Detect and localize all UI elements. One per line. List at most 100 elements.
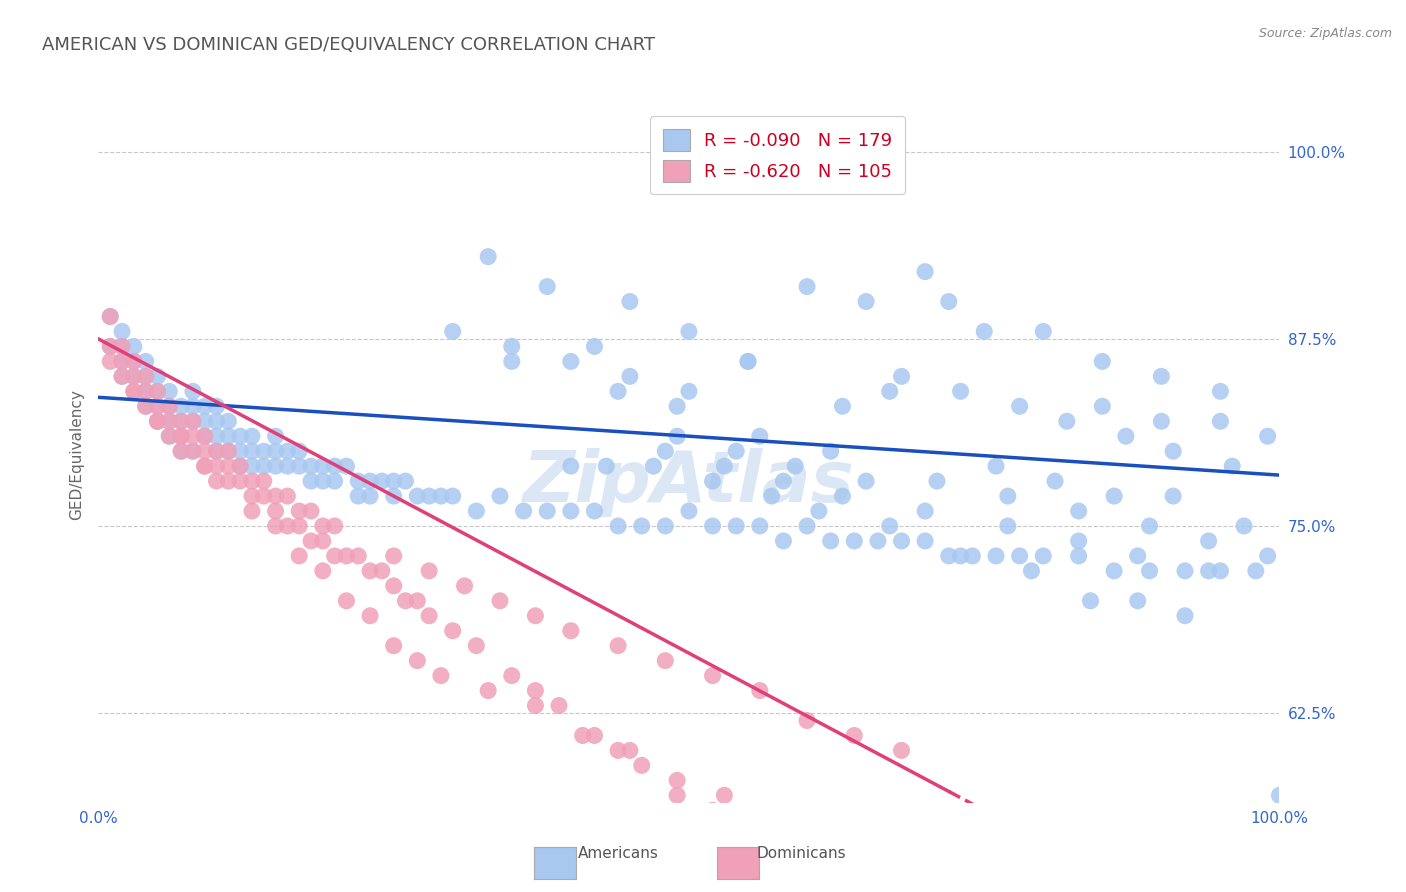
Point bbox=[702, 803, 724, 817]
Point bbox=[772, 533, 794, 548]
Point bbox=[855, 474, 877, 488]
Point bbox=[111, 354, 134, 368]
Point bbox=[194, 459, 217, 474]
Point bbox=[181, 399, 204, 413]
Point bbox=[205, 399, 228, 413]
Point bbox=[122, 354, 145, 368]
Point bbox=[312, 564, 335, 578]
Point bbox=[820, 444, 842, 458]
Point bbox=[394, 474, 416, 488]
Point bbox=[536, 504, 558, 518]
Point bbox=[146, 414, 169, 428]
Point bbox=[938, 294, 960, 309]
Point bbox=[607, 743, 630, 757]
Point bbox=[111, 369, 134, 384]
Point bbox=[205, 474, 228, 488]
Point bbox=[111, 339, 134, 353]
Point bbox=[678, 504, 700, 518]
Point bbox=[217, 414, 239, 428]
Point bbox=[619, 294, 641, 309]
Text: Dominicans: Dominicans bbox=[756, 846, 846, 861]
Point bbox=[122, 354, 145, 368]
Point bbox=[607, 519, 630, 533]
Point bbox=[583, 729, 606, 743]
Point bbox=[229, 474, 252, 488]
Point bbox=[406, 654, 429, 668]
Point bbox=[1198, 533, 1220, 548]
Point bbox=[1056, 414, 1078, 428]
Point bbox=[135, 399, 157, 413]
Point bbox=[359, 489, 381, 503]
Point bbox=[772, 848, 794, 863]
Point bbox=[194, 399, 217, 413]
Point bbox=[98, 310, 121, 324]
Point bbox=[135, 399, 157, 413]
Point bbox=[879, 519, 901, 533]
Point bbox=[796, 279, 818, 293]
Point bbox=[630, 519, 652, 533]
Point bbox=[240, 429, 263, 443]
Text: Americans: Americans bbox=[578, 846, 659, 861]
Point bbox=[560, 354, 582, 368]
Point bbox=[713, 459, 735, 474]
Point bbox=[157, 429, 180, 443]
Point bbox=[111, 369, 134, 384]
Point bbox=[1174, 564, 1197, 578]
Point bbox=[595, 459, 617, 474]
Point bbox=[146, 399, 169, 413]
Point bbox=[560, 459, 582, 474]
Point bbox=[382, 489, 405, 503]
Point bbox=[831, 399, 853, 413]
Point bbox=[382, 549, 405, 563]
Point bbox=[1043, 474, 1066, 488]
Point bbox=[240, 474, 263, 488]
Point bbox=[1161, 489, 1184, 503]
Point bbox=[146, 414, 169, 428]
Point bbox=[984, 459, 1007, 474]
Point bbox=[807, 863, 830, 877]
Point bbox=[536, 279, 558, 293]
Point bbox=[879, 384, 901, 399]
Point bbox=[359, 474, 381, 488]
Point bbox=[312, 533, 335, 548]
Point bbox=[264, 489, 287, 503]
Point bbox=[335, 549, 357, 563]
Point bbox=[524, 698, 547, 713]
Point bbox=[135, 384, 157, 399]
Point bbox=[796, 714, 818, 728]
Point bbox=[359, 608, 381, 623]
Point bbox=[1209, 414, 1232, 428]
Point bbox=[1091, 399, 1114, 413]
Point bbox=[678, 384, 700, 399]
Point bbox=[312, 474, 335, 488]
Point bbox=[654, 654, 676, 668]
Point bbox=[253, 474, 276, 488]
Point bbox=[240, 504, 263, 518]
Point bbox=[1150, 369, 1173, 384]
Point bbox=[122, 369, 145, 384]
Point bbox=[654, 444, 676, 458]
Point bbox=[299, 533, 322, 548]
Point bbox=[890, 369, 912, 384]
Point bbox=[240, 459, 263, 474]
Point bbox=[890, 743, 912, 757]
Point bbox=[465, 639, 488, 653]
Point bbox=[205, 444, 228, 458]
Point bbox=[630, 758, 652, 772]
Point bbox=[253, 459, 276, 474]
Point bbox=[866, 533, 889, 548]
Point bbox=[264, 519, 287, 533]
Point bbox=[925, 474, 948, 488]
Point bbox=[382, 474, 405, 488]
Point bbox=[394, 594, 416, 608]
Point bbox=[157, 399, 180, 413]
Point bbox=[122, 339, 145, 353]
Point bbox=[772, 474, 794, 488]
Point bbox=[170, 444, 193, 458]
Point bbox=[170, 414, 193, 428]
Point bbox=[1233, 519, 1256, 533]
Point bbox=[666, 773, 689, 788]
Point bbox=[288, 504, 311, 518]
Point bbox=[914, 504, 936, 518]
Point bbox=[702, 519, 724, 533]
